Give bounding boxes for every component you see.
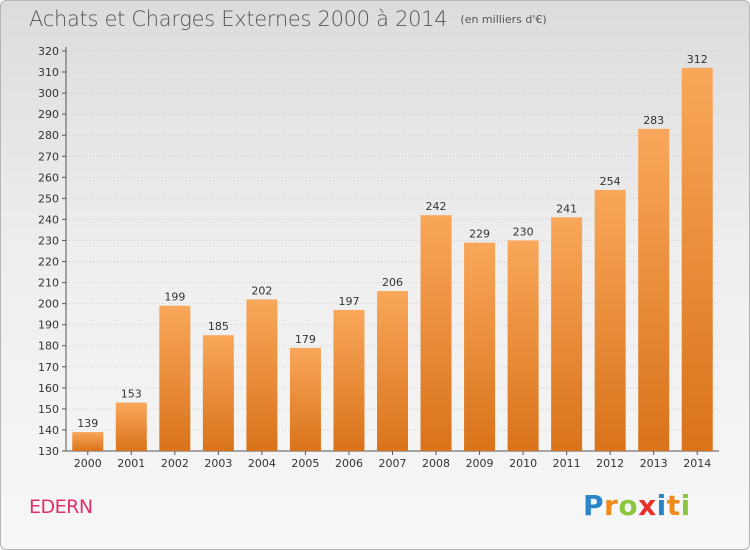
y-tick-label: 260	[38, 171, 59, 184]
y-tick-label: 270	[38, 150, 59, 163]
y-tick-label: 290	[38, 108, 59, 121]
value-label: 153	[121, 388, 142, 401]
y-tick-label: 250	[38, 192, 59, 205]
proxiti-logo[interactable]: Proxiti	[583, 489, 691, 522]
logo-letter: r	[604, 489, 619, 522]
x-tick-label: 2002	[161, 457, 189, 470]
bar	[72, 432, 104, 451]
x-tick-label: 2004	[248, 457, 276, 470]
x-tick-label: 2008	[422, 457, 450, 470]
x-tick-label: 2000	[74, 457, 102, 470]
y-tick-label: 160	[38, 382, 59, 395]
bar	[507, 240, 539, 451]
value-label: 242	[426, 200, 447, 213]
axes: 130 140 150 160 170 180 190 200 210 220 230 240 250 2…	[38, 45, 719, 470]
y-tick-label: 130	[38, 445, 59, 458]
y-tick-label: 230	[38, 234, 59, 247]
y-tick-label: 140	[38, 424, 59, 437]
y-tick-label: 180	[38, 340, 59, 353]
x-tick-label: 2010	[509, 457, 537, 470]
y-tick-label: 200	[38, 298, 59, 311]
y-tick-label: 220	[38, 256, 59, 269]
bar	[420, 215, 452, 451]
x-tick-label: 2007	[379, 457, 407, 470]
bars	[72, 67, 713, 451]
chart-title-text: Achats et Charges Externes 2000 à 2014	[29, 7, 448, 31]
y-tick-label: 320	[38, 45, 59, 58]
logo-letter: t	[666, 489, 681, 522]
bar	[464, 242, 496, 451]
value-label: 197	[338, 295, 359, 308]
x-tick-label: 2006	[335, 457, 363, 470]
logo-letter: o	[618, 489, 639, 522]
value-label: 179	[295, 333, 316, 346]
x-tick-label: 2013	[640, 457, 668, 470]
chart-title: Achats et Charges Externes 2000 à 2014 (…	[29, 7, 547, 31]
y-tick-label: 170	[38, 361, 59, 374]
x-tick-label: 2012	[596, 457, 624, 470]
value-label: 202	[251, 284, 272, 297]
value-label: 206	[382, 276, 403, 289]
value-label: 229	[469, 228, 490, 241]
y-tick-label: 240	[38, 213, 59, 226]
logo-letter: P	[583, 489, 605, 522]
y-tick-label: 300	[38, 87, 59, 100]
labels: 139 153 199 185 202 179 197 206 242 229 230 241 254 2…	[77, 53, 707, 430]
y-tick-label: 150	[38, 403, 59, 416]
bar	[246, 299, 278, 451]
value-label: 312	[687, 53, 708, 66]
bar	[115, 402, 147, 451]
value-label: 230	[513, 225, 534, 238]
bar	[594, 189, 626, 451]
bar	[638, 128, 670, 451]
value-label: 241	[556, 202, 577, 215]
y-tick-label: 280	[38, 129, 59, 142]
location-label: EDERN	[29, 496, 93, 518]
y-tick-label: 310	[38, 66, 59, 79]
value-label: 185	[208, 320, 229, 333]
value-label: 254	[600, 175, 621, 188]
x-tick-label: 2009	[466, 457, 494, 470]
x-tick-label: 2014	[683, 457, 711, 470]
bar	[289, 347, 321, 451]
logo-letter: i	[656, 489, 667, 522]
bar	[377, 291, 408, 451]
bar	[681, 67, 713, 451]
y-tick-label: 210	[38, 277, 59, 290]
x-tick-label: 2005	[291, 457, 319, 470]
logo-letter: x	[638, 489, 657, 522]
chart-unit: (en milliers d'€)	[460, 13, 547, 26]
bar	[333, 309, 365, 451]
value-label: 199	[164, 291, 185, 304]
x-tick-label: 2003	[204, 457, 232, 470]
bar	[159, 305, 191, 451]
y-tick-label: 190	[38, 319, 59, 332]
bar	[551, 217, 583, 451]
logo-letter: i	[680, 489, 691, 522]
x-tick-label: 2011	[553, 457, 581, 470]
bar	[202, 335, 234, 451]
x-tick-label: 2001	[117, 457, 145, 470]
value-label: 139	[77, 417, 98, 430]
value-label: 283	[643, 114, 664, 127]
